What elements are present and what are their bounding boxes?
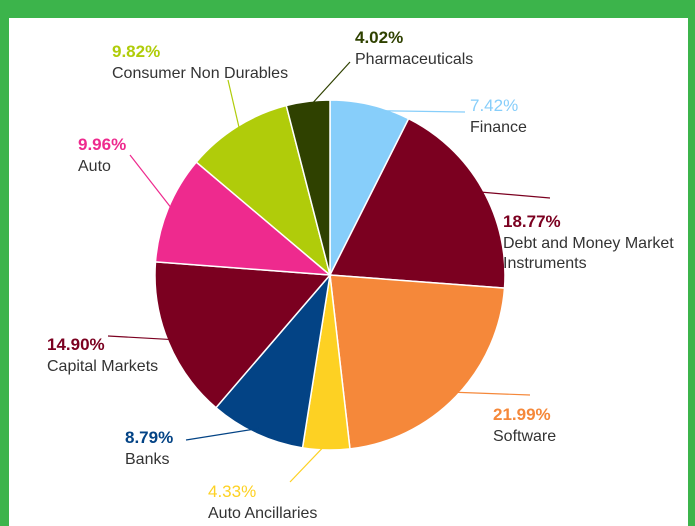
leader-line	[107, 335, 174, 341]
leader-line	[289, 443, 327, 483]
pie-slice	[154, 261, 332, 409]
pie-slice	[328, 117, 506, 289]
pie-slice	[285, 99, 331, 276]
pie-slice	[214, 272, 332, 449]
value-label: 7.42%	[470, 96, 519, 115]
leader-line	[129, 154, 175, 212]
value-label: 8.79%	[125, 428, 174, 447]
leader-line	[451, 391, 531, 396]
category-label: Pharmaceuticals	[355, 51, 474, 68]
frame-left	[0, 0, 9, 526]
leader-line	[308, 61, 351, 108]
header-bar	[0, 0, 695, 18]
leader-line	[369, 109, 466, 113]
category-label: Auto Ancillaries	[208, 505, 318, 522]
leader-line	[185, 427, 260, 441]
value-label: 4.02%	[355, 28, 404, 47]
category-label: Debt and Money Market Instruments	[503, 235, 674, 272]
category-label: Auto	[78, 158, 111, 175]
value-label: 4.33%	[208, 482, 257, 501]
pie-slice	[329, 274, 506, 450]
value-label: 18.77%	[503, 212, 561, 231]
leader-line	[227, 79, 241, 133]
category-label: Banks	[125, 451, 170, 468]
pie-slice	[154, 161, 333, 276]
category-label: Capital Markets	[47, 358, 159, 375]
value-label: 14.90%	[47, 335, 105, 354]
category-label: Software	[493, 428, 557, 445]
value-label: 21.99%	[493, 405, 551, 424]
leader-line	[477, 191, 551, 199]
frame-right	[688, 0, 695, 526]
category-label: Finance	[470, 119, 527, 136]
value-label: 9.96%	[78, 135, 127, 154]
value-label: 9.82%	[112, 42, 161, 61]
category-label: Consumer Non Durables	[112, 65, 289, 82]
